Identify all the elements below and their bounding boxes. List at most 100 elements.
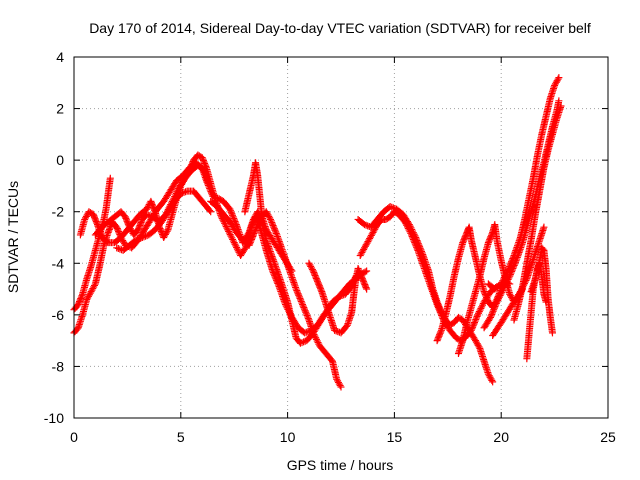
data-point xyxy=(311,271,319,279)
data-point xyxy=(283,304,291,312)
data-point xyxy=(288,267,296,275)
data-point xyxy=(228,234,236,242)
data-point xyxy=(120,238,128,246)
data-point xyxy=(368,230,376,238)
data-point xyxy=(312,334,320,342)
data-point xyxy=(201,161,209,169)
data-point xyxy=(171,193,179,201)
data-point xyxy=(363,267,371,275)
data-point xyxy=(124,220,132,228)
data-point xyxy=(521,278,529,286)
data-point xyxy=(436,308,444,316)
data-point xyxy=(362,284,370,292)
data-point xyxy=(304,314,312,322)
data-point xyxy=(249,231,257,239)
data-point xyxy=(483,294,491,302)
data-point xyxy=(147,197,155,205)
x-tick-label: 10 xyxy=(280,429,296,445)
data-point xyxy=(356,269,364,277)
data-point xyxy=(360,221,368,229)
data-point xyxy=(552,78,560,86)
data-point xyxy=(317,286,325,294)
data-point xyxy=(297,296,305,304)
data-point xyxy=(135,235,143,243)
data-point xyxy=(480,288,488,296)
data-point xyxy=(206,206,214,214)
data-point xyxy=(233,245,241,253)
data-point xyxy=(366,235,374,243)
data-point xyxy=(230,239,238,247)
data-point xyxy=(105,225,113,233)
data-point xyxy=(301,307,309,315)
data-point xyxy=(125,222,133,230)
data-point xyxy=(504,267,512,275)
data-point xyxy=(360,279,368,287)
data-point xyxy=(505,264,513,272)
data-point xyxy=(224,226,232,234)
data-point xyxy=(489,307,497,315)
data-point xyxy=(229,213,237,221)
data-point xyxy=(271,272,279,280)
data-point xyxy=(499,287,507,295)
data-point xyxy=(228,211,236,219)
data-point xyxy=(89,210,97,218)
data-point xyxy=(296,294,304,302)
data-point xyxy=(91,215,99,223)
data-point xyxy=(493,298,501,306)
data-point xyxy=(363,285,371,293)
x-tick-label: 0 xyxy=(70,429,78,445)
data-point xyxy=(106,174,114,182)
data-point xyxy=(492,301,500,309)
data-point xyxy=(470,320,478,328)
series-track-18 xyxy=(489,223,548,339)
data-point xyxy=(104,228,112,236)
grid-lines xyxy=(74,57,608,418)
data-point xyxy=(271,273,279,281)
data-point xyxy=(233,243,241,251)
data-point xyxy=(555,74,563,82)
data-point xyxy=(504,265,512,273)
data-point xyxy=(460,236,468,244)
data-point xyxy=(314,279,322,287)
data-point xyxy=(85,291,93,299)
data-point xyxy=(93,219,101,227)
data-point xyxy=(475,308,483,316)
data-point xyxy=(306,261,314,269)
data-point xyxy=(230,214,238,222)
data-point xyxy=(508,256,516,264)
data-point xyxy=(227,207,235,215)
data-point xyxy=(74,301,82,309)
data-point xyxy=(281,301,289,309)
data-point xyxy=(434,334,442,342)
data-point xyxy=(310,331,318,339)
data-point xyxy=(114,226,122,234)
data-point xyxy=(89,285,97,293)
data-point xyxy=(225,227,233,235)
data-point xyxy=(436,307,444,315)
data-point xyxy=(284,305,292,313)
data-point xyxy=(403,223,411,231)
data-point xyxy=(407,231,415,239)
data-point xyxy=(404,224,412,232)
data-point xyxy=(517,286,525,294)
data-point xyxy=(105,227,113,235)
data-point xyxy=(269,222,277,230)
data-point xyxy=(161,230,169,238)
data-point xyxy=(200,158,208,166)
data-point xyxy=(405,226,413,234)
data-point xyxy=(363,239,371,247)
data-point xyxy=(225,229,233,237)
data-point xyxy=(364,238,372,246)
data-point xyxy=(484,239,492,247)
data-point xyxy=(557,102,565,110)
data-point xyxy=(367,231,375,239)
data-point xyxy=(314,339,322,347)
data-point xyxy=(471,319,478,327)
data-point xyxy=(220,218,228,226)
data-point xyxy=(221,221,229,229)
data-point xyxy=(407,229,415,237)
data-point xyxy=(182,188,190,196)
data-point xyxy=(488,230,496,238)
data-point xyxy=(497,290,505,298)
